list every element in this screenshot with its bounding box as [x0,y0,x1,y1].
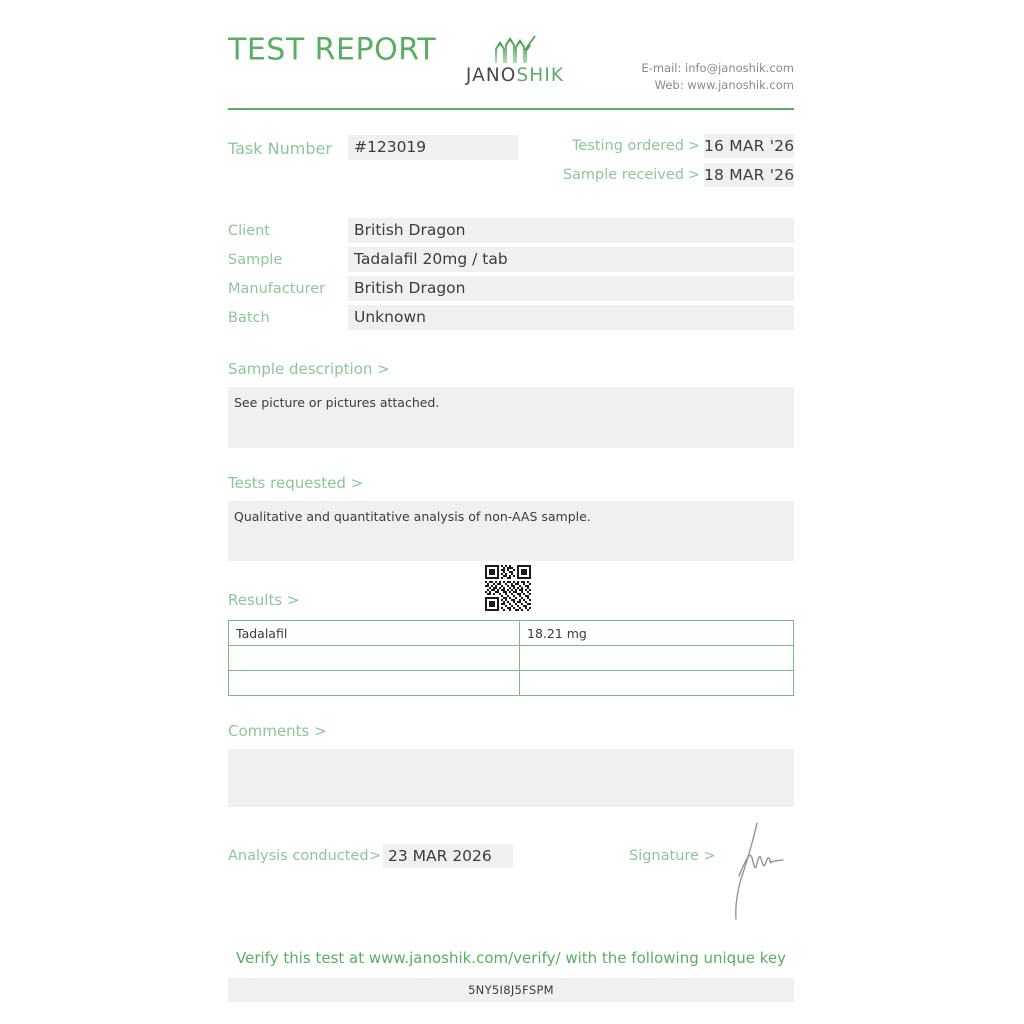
sample-description-title: Sample description > [228,360,390,378]
manufacturer-label: Manufacturer [228,281,326,297]
client-label: Client [228,223,270,239]
tests-requested-body: Qualitative and quantitative analysis of… [228,501,794,561]
logo-wordmark: JANOSHIK [460,65,570,86]
task-number-value: #123019 [348,135,518,160]
tests-requested-title: Tests requested > [228,474,364,492]
header-divider [228,108,794,110]
bar-chart-logo-icon [460,34,570,64]
results-title: Results > [228,591,300,609]
sample-description-section: Sample description > See picture or pict… [228,360,794,448]
info-row-manufacturer: Manufacturer British Dragon [228,276,794,305]
testing-ordered-value: 16 MAR '26 [704,134,794,158]
comments-title: Comments > [228,722,327,740]
signature-label: Signature > [629,848,716,864]
sample-value: Tadalafil 20mg / tab [348,247,794,272]
contact-email: E-mail: info@janoshik.com [641,61,794,75]
sample-received-value: 18 MAR '26 [704,163,794,187]
table-row [228,645,794,671]
testing-ordered-caret: > [687,138,700,154]
testing-ordered-row: Testing ordered > 16 MAR '26 [554,134,794,160]
results-table: Tadalafil 18.21 mg [228,620,794,696]
analysis-conducted-value: 23 MAR 2026 [383,844,513,868]
tests-requested-section: Tests requested > Qualitative and quanti… [228,474,794,561]
sample-received-label: Sample received [562,167,684,183]
verify-instruction: Verify this test at www.janoshik.com/ver… [236,949,786,967]
result-substance [228,645,520,671]
info-row-sample: Sample Tadalafil 20mg / tab [228,247,794,276]
sample-info-table: Client British Dragon Sample Tadalafil 2… [228,218,794,334]
client-value: British Dragon [348,218,794,243]
table-row [228,670,794,696]
report-content: TEST REPORT [228,0,794,1002]
report-header: TEST REPORT [228,0,794,110]
analysis-conducted-caret: > [369,848,382,864]
result-amount [519,645,794,671]
testing-ordered-label: Testing ordered [571,138,684,154]
sample-received-row: Sample received > 18 MAR '26 [554,163,794,189]
sample-label: Sample [228,252,283,268]
result-substance [228,670,520,696]
contact-web: Web: www.janoshik.com [654,77,794,92]
handwritten-signature-icon [723,819,803,929]
page-title: TEST REPORT [228,32,437,68]
task-and-dates-row: Task Number #123019 Testing ordered > 16… [228,132,794,194]
qr-code-icon[interactable] [485,565,531,611]
analysis-conducted-label: Analysis conducted [228,848,369,864]
batch-value: Unknown [348,305,794,330]
comments-body [228,749,794,807]
task-number-label: Task Number [228,139,332,158]
verify-footer: Verify this test at www.janoshik.com/ver… [228,949,794,1002]
contact-info: E-mail: info@janoshik.com Web: www.janos… [641,60,794,93]
result-amount: 18.21 mg [519,620,794,646]
result-amount [519,670,794,696]
sample-description-body: See picture or pictures attached. [228,387,794,448]
result-substance: Tadalafil [228,620,520,646]
comments-section: Comments > [228,722,794,807]
manufacturer-value: British Dragon [348,276,794,301]
verify-unique-key: 5NY5I8J5FSPM [228,978,794,1002]
analysis-signature-row: Analysis conducted > 23 MAR 2026 Signatu… [228,822,794,927]
info-row-client: Client British Dragon [228,218,794,247]
info-row-batch: Batch Unknown [228,305,794,334]
results-header: Results > [228,565,794,613]
sample-received-caret: > [687,167,700,183]
janoshik-logo: JANOSHIK [460,34,570,86]
table-row: Tadalafil 18.21 mg [228,620,794,646]
batch-label: Batch [228,310,270,326]
logo-text-jano: JANO [465,65,517,86]
logo-text-shik: SHIK [516,65,565,86]
